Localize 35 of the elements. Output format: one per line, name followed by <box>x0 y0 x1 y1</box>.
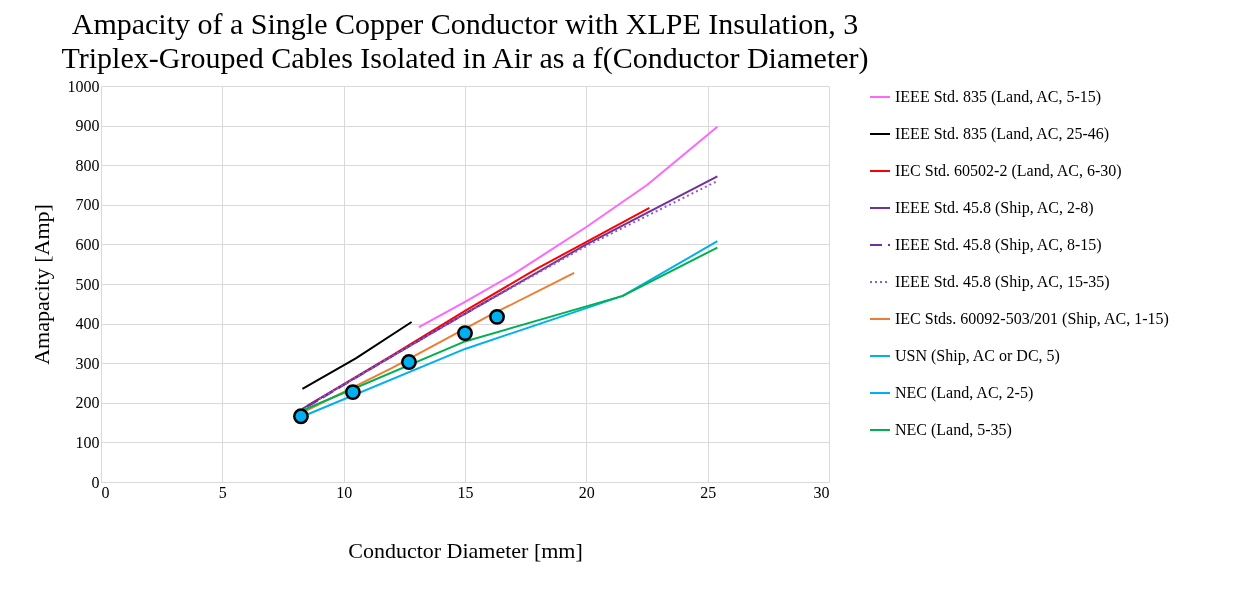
legend-label: USN (Ship, AC or DC, 5) <box>895 347 1060 365</box>
x-tick-label: 5 <box>218 483 227 501</box>
point <box>293 408 309 425</box>
legend-label: IEEE Std. 45.8 (Ship, AC, 2-8) <box>895 199 1094 217</box>
point <box>457 325 473 342</box>
legend-label: IEEE Std. 835 (Land, AC, 5-15) <box>895 88 1102 106</box>
point <box>400 354 417 370</box>
y-tick-label: 600 <box>75 235 100 253</box>
y-tick-label: 400 <box>75 315 100 333</box>
x-tick-label: 30 <box>813 483 830 501</box>
y-tick-label: 900 <box>75 117 100 135</box>
x-tick-label: 20 <box>578 483 595 501</box>
legend-label: IEEE Std. 45.8 (Ship, AC, 15-35) <box>895 273 1110 291</box>
legend-label: IEEE Std. 835 (Land, AC, 25-46) <box>895 125 1110 143</box>
y-tick-label: 200 <box>75 394 100 412</box>
x-tick-label: 10 <box>336 483 353 501</box>
x-tick-label: 15 <box>457 483 474 501</box>
x-axis-title: Conductor Diameter [mm] <box>348 537 583 563</box>
y-tick-label: 500 <box>75 275 100 293</box>
legend-label: NEC (Land, 5-35) <box>895 421 1012 439</box>
y-tick-label: 300 <box>75 354 100 372</box>
y-tick-label: 700 <box>75 196 100 214</box>
y-tick-label: 800 <box>75 156 100 174</box>
point <box>489 308 505 325</box>
legend-label: IEC Std. 60502-2 (Land, AC, 6-30) <box>895 162 1122 180</box>
chart-title: Ampacity of a Single Copper Conductor with XLPE Insulation, 3 Triplex-Grouped Cables Isolated in Air as a f(Conductor Diameter) <box>61 7 869 75</box>
point <box>344 384 361 401</box>
legend-label: NEC (Land, AC, 2-5) <box>895 384 1034 402</box>
y-tick-label: 1000 <box>67 77 100 95</box>
y-axis-title: Amapacity [Amp] <box>28 204 54 365</box>
legend-label: IEC Stds. 60092-503/201 (Ship, AC, 1-15) <box>895 310 1169 328</box>
line-series <box>417 125 719 329</box>
legend-label: IEEE Std. 45.8 (Ship, AC, 8-15) <box>895 236 1102 254</box>
y-tick-label: 100 <box>75 433 100 451</box>
x-tick-label: 25 <box>700 483 717 501</box>
